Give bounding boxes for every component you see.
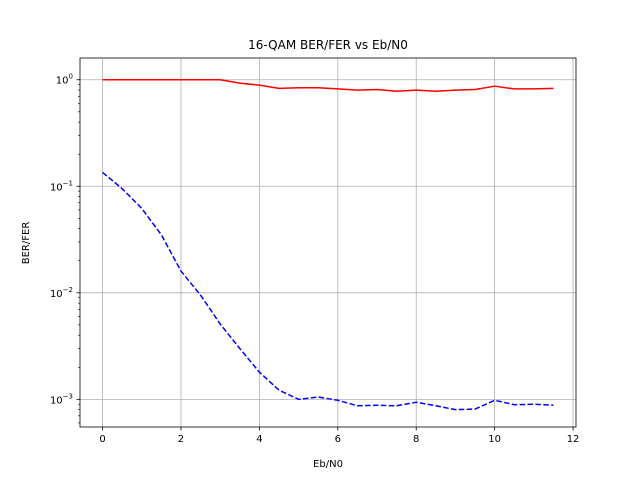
- x-tick-label: 2: [178, 434, 184, 445]
- y-tick-label: 10−1: [50, 179, 73, 193]
- y-tick-label-exponent: 0: [69, 73, 73, 81]
- y-tick-label: 10−3: [50, 392, 73, 406]
- y-tick-label-base: 10: [50, 395, 63, 406]
- y-tick-label-base: 10: [50, 182, 63, 193]
- series-line-0: [102, 79, 554, 92]
- y-tick-label-base: 10: [56, 76, 69, 87]
- series-lines: [102, 79, 554, 411]
- series-line-1: [102, 171, 554, 411]
- x-axis-label: Eb/N0: [313, 459, 343, 470]
- grid: [80, 58, 576, 427]
- x-tick-label: 0: [99, 434, 105, 445]
- y-tick-label: 10−2: [50, 286, 73, 300]
- x-axis-ticks: 0 2 4 6 8 10 12: [99, 427, 579, 445]
- y-tick-label-exponent: −3: [63, 392, 73, 400]
- y-axis-label: BER/FER: [21, 222, 32, 265]
- x-tick-label: 10: [488, 434, 501, 445]
- y-tick-label-exponent: −2: [63, 286, 73, 294]
- plot-frame: [79, 57, 577, 428]
- x-tick-label: 4: [256, 434, 262, 445]
- y-tick-label-base: 10: [50, 289, 63, 300]
- x-tick-label: 8: [413, 434, 419, 445]
- y-tick-label: 100: [56, 73, 73, 87]
- plot-area: [80, 58, 576, 427]
- y-tick-label-exponent: −1: [63, 179, 73, 187]
- x-tick-label: 12: [567, 434, 580, 445]
- chart-title: 16-QAM BER/FER vs Eb/N0: [248, 38, 408, 52]
- x-tick-label: 6: [335, 434, 341, 445]
